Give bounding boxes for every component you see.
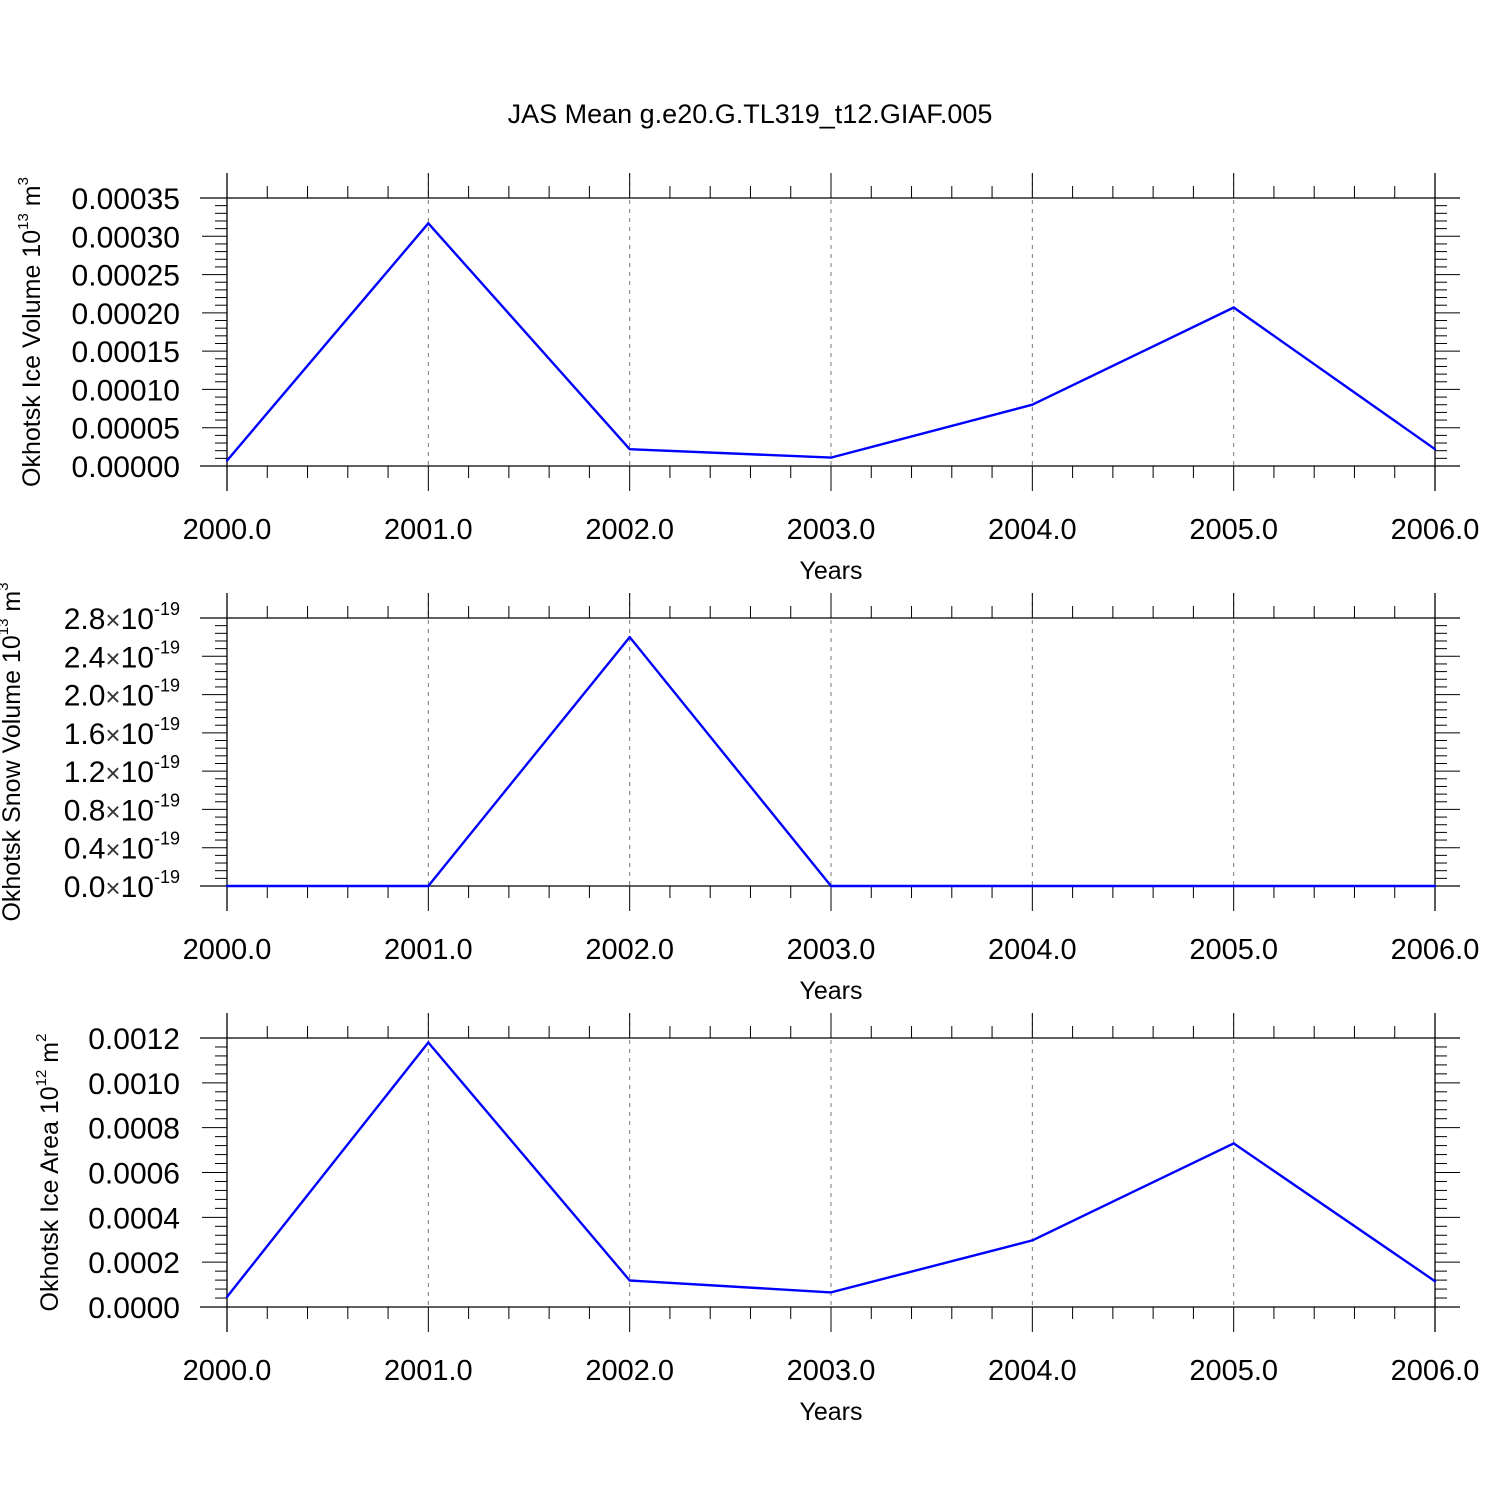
y-tick-label: 0.00000 xyxy=(72,451,180,484)
x-axis-label: Years xyxy=(799,977,862,1005)
y-tick-label: 1.6×10-19 xyxy=(64,714,180,751)
x-tick-label: 2002.0 xyxy=(585,1355,674,1387)
data-point xyxy=(225,1295,229,1299)
y-tick-label: 0.0006 xyxy=(88,1158,180,1191)
data-point xyxy=(829,884,833,888)
y-tick-label: 0.0002 xyxy=(88,1247,180,1280)
data-point xyxy=(628,1279,631,1282)
x-tick-label: 2002.0 xyxy=(585,934,674,966)
x-tick-label: 2006.0 xyxy=(1391,934,1480,966)
data-point xyxy=(829,456,833,459)
data-point xyxy=(1433,1280,1437,1283)
x-tick-label: 2006.0 xyxy=(1391,514,1480,546)
x-tick-label: 2003.0 xyxy=(787,514,876,546)
figure-title: JAS Mean g.e20.G.TL319_t12.GIAF.005 xyxy=(508,99,993,129)
data-point xyxy=(1433,447,1437,451)
data-point xyxy=(628,447,631,451)
chart-panel-3: 2000.0 2001.0 2002.0 2003.0 2004.0 2005.0 2006… xyxy=(33,1013,1479,1426)
data-point xyxy=(1232,884,1235,888)
data-point xyxy=(1031,884,1034,888)
y-axis-label: Okhotsk Snow Volume 1013 m3 xyxy=(0,582,26,921)
x-tick-label: 2001.0 xyxy=(384,514,473,546)
x-tick-label: 2004.0 xyxy=(988,934,1077,966)
data-point xyxy=(1232,306,1235,309)
x-tick-label: 2002.0 xyxy=(585,514,674,546)
x-tick-label: 2004.0 xyxy=(988,514,1077,546)
x-axis-label: Years xyxy=(799,1398,862,1426)
x-tick-label: 2005.0 xyxy=(1189,514,1278,546)
y-tick-label: 0.8×10-19 xyxy=(64,790,180,827)
x-tick-label: 2005.0 xyxy=(1189,934,1278,966)
y-tick-label: 2.8×10-19 xyxy=(64,599,180,636)
y-tick-label: 0.0000 xyxy=(88,1292,180,1325)
data-point xyxy=(1031,1239,1034,1242)
data-point xyxy=(829,1291,833,1294)
y-tick-label: 2.4×10-19 xyxy=(64,637,180,674)
y-tick-label: 0.0010 xyxy=(88,1068,180,1101)
x-tick-label: 2001.0 xyxy=(384,1355,473,1387)
x-tick-label: 2005.0 xyxy=(1189,1355,1278,1387)
y-tick-label: 0.0012 xyxy=(88,1023,180,1056)
data-point xyxy=(1031,403,1034,406)
data-point xyxy=(1232,1142,1235,1145)
y-tick-label: 1.2×10-19 xyxy=(64,752,180,789)
y-tick-label: 0.00010 xyxy=(72,374,180,407)
y-tick-label: 0.4×10-19 xyxy=(64,829,180,866)
y-tick-label: 2.0×10-19 xyxy=(64,676,180,713)
x-tick-label: 2000.0 xyxy=(183,1355,272,1387)
y-axis-label: Okhotsk Ice Volume 1013 m3 xyxy=(15,177,46,487)
x-tick-label: 2000.0 xyxy=(183,514,272,546)
data-point xyxy=(628,635,631,639)
y-tick-label: 0.0008 xyxy=(88,1113,180,1146)
data-point xyxy=(225,884,229,888)
y-tick-label: 0.0×10-19 xyxy=(64,867,180,904)
x-axis-label: Years xyxy=(799,557,862,585)
data-point xyxy=(427,222,430,225)
data-point xyxy=(225,459,229,462)
x-tick-label: 2006.0 xyxy=(1391,1355,1480,1387)
x-tick-label: 2001.0 xyxy=(384,934,473,966)
x-tick-label: 2004.0 xyxy=(988,1355,1077,1387)
data-point xyxy=(1433,884,1437,888)
y-tick-label: 0.00025 xyxy=(72,260,180,293)
chart-panel-2: 2000.0 2001.0 2002.0 2003.0 2004.0 2005.0 2006… xyxy=(0,582,1479,1005)
panels: 2000.0 2001.0 2002.0 2003.0 2004.0 2005.0 2006… xyxy=(0,173,1479,1426)
x-tick-label: 2000.0 xyxy=(183,934,272,966)
x-tick-label: 2003.0 xyxy=(787,1355,876,1387)
y-axis-label: Okhotsk Ice Area 1012 m2 xyxy=(33,1034,64,1312)
x-tick-label: 2003.0 xyxy=(787,934,876,966)
y-tick-label: 0.00030 xyxy=(72,221,180,254)
y-tick-label: 0.00005 xyxy=(72,413,180,446)
y-tick-label: 0.0004 xyxy=(88,1202,180,1235)
y-tick-label: 0.00035 xyxy=(72,183,180,216)
y-tick-label: 0.00015 xyxy=(72,336,180,369)
data-point xyxy=(427,884,430,888)
data-point xyxy=(427,1041,430,1044)
chart-panel-1: 2000.0 2001.0 2002.0 2003.0 2004.0 2005.0 2006… xyxy=(15,173,1479,585)
y-tick-label: 0.00020 xyxy=(72,298,180,331)
